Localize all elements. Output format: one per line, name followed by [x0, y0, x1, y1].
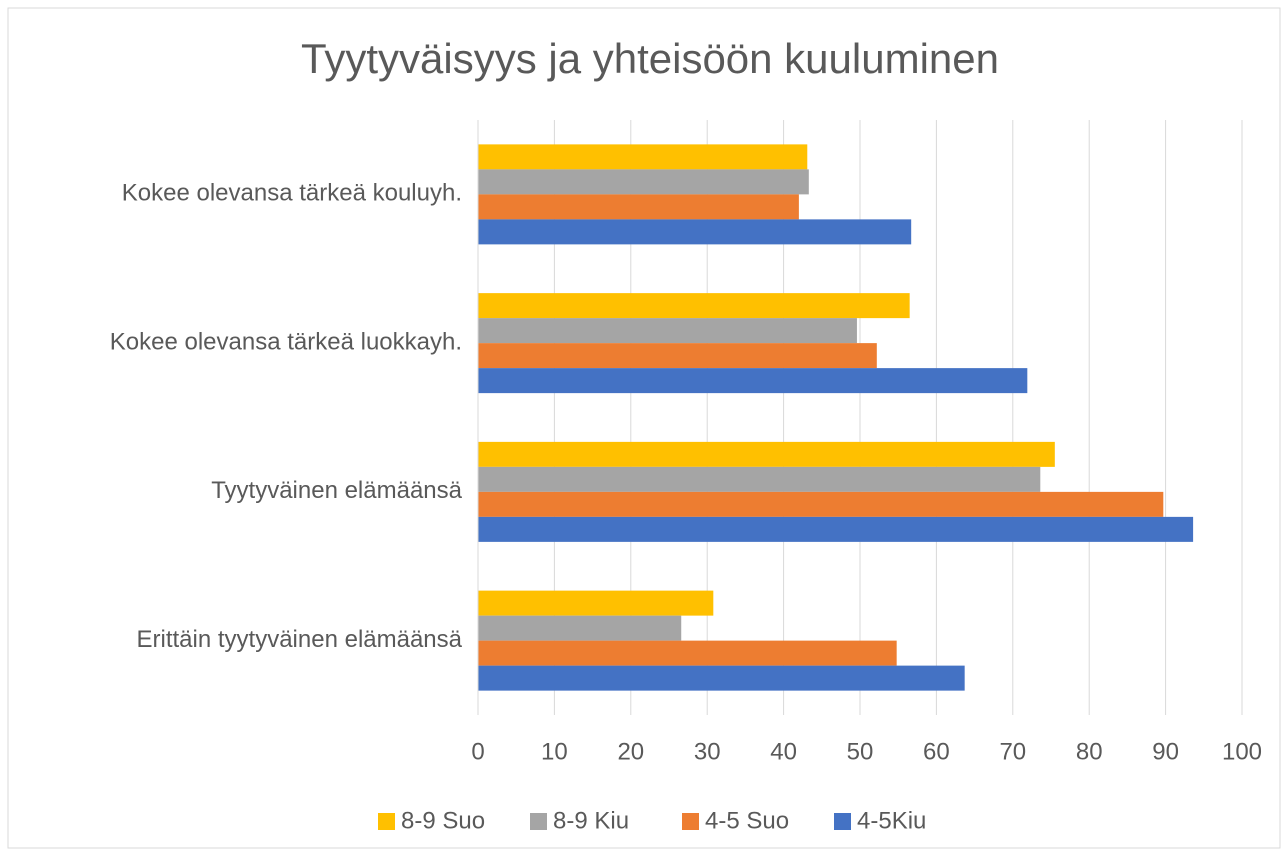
y-tick-label: Tyytyväinen elämäänsä — [211, 477, 462, 504]
bar — [478, 665, 965, 691]
bar — [478, 615, 682, 641]
y-tick-label: Kokee olevansa tärkeä luokkayh. — [110, 328, 462, 355]
bar — [478, 640, 897, 666]
x-tick-label: 70 — [999, 738, 1026, 765]
bar — [478, 590, 714, 616]
x-tick-label: 90 — [1152, 738, 1179, 765]
legend-label: 8-9 Kiu — [553, 807, 629, 834]
bar — [478, 293, 910, 319]
legend-label: 4-5Kiu — [857, 807, 926, 834]
bar — [478, 194, 799, 220]
x-tick-label: 40 — [770, 738, 797, 765]
legend-swatch — [378, 813, 395, 830]
x-tick-label: 30 — [694, 738, 721, 765]
bar — [478, 219, 912, 245]
x-tick-label: 20 — [617, 738, 644, 765]
legend-swatch — [530, 813, 547, 830]
x-tick-label: 100 — [1222, 738, 1262, 765]
bar — [478, 491, 1164, 517]
bar — [478, 516, 1194, 542]
x-tick-label: 50 — [847, 738, 874, 765]
bar — [478, 343, 877, 369]
bar — [478, 169, 809, 195]
bar — [478, 368, 1028, 394]
bar — [478, 466, 1041, 492]
legend-label: 8-9 Suo — [401, 807, 485, 834]
bar — [478, 144, 808, 170]
bar — [478, 441, 1055, 467]
x-tick-label: 80 — [1076, 738, 1103, 765]
chart-title: Tyytyväisyys ja yhteisöön kuuluminen — [301, 35, 999, 82]
y-tick-label: Kokee olevansa tärkeä kouluyh. — [122, 180, 462, 207]
y-tick-label: Erittäin tyytyväinen elämäänsä — [137, 626, 463, 653]
legend-label: 4-5 Suo — [705, 807, 789, 834]
bar — [478, 318, 857, 344]
x-tick-label: 0 — [471, 738, 484, 765]
legend-swatch — [682, 813, 699, 830]
x-tick-label: 60 — [923, 738, 950, 765]
x-tick-label: 10 — [541, 738, 568, 765]
legend-swatch — [834, 813, 851, 830]
